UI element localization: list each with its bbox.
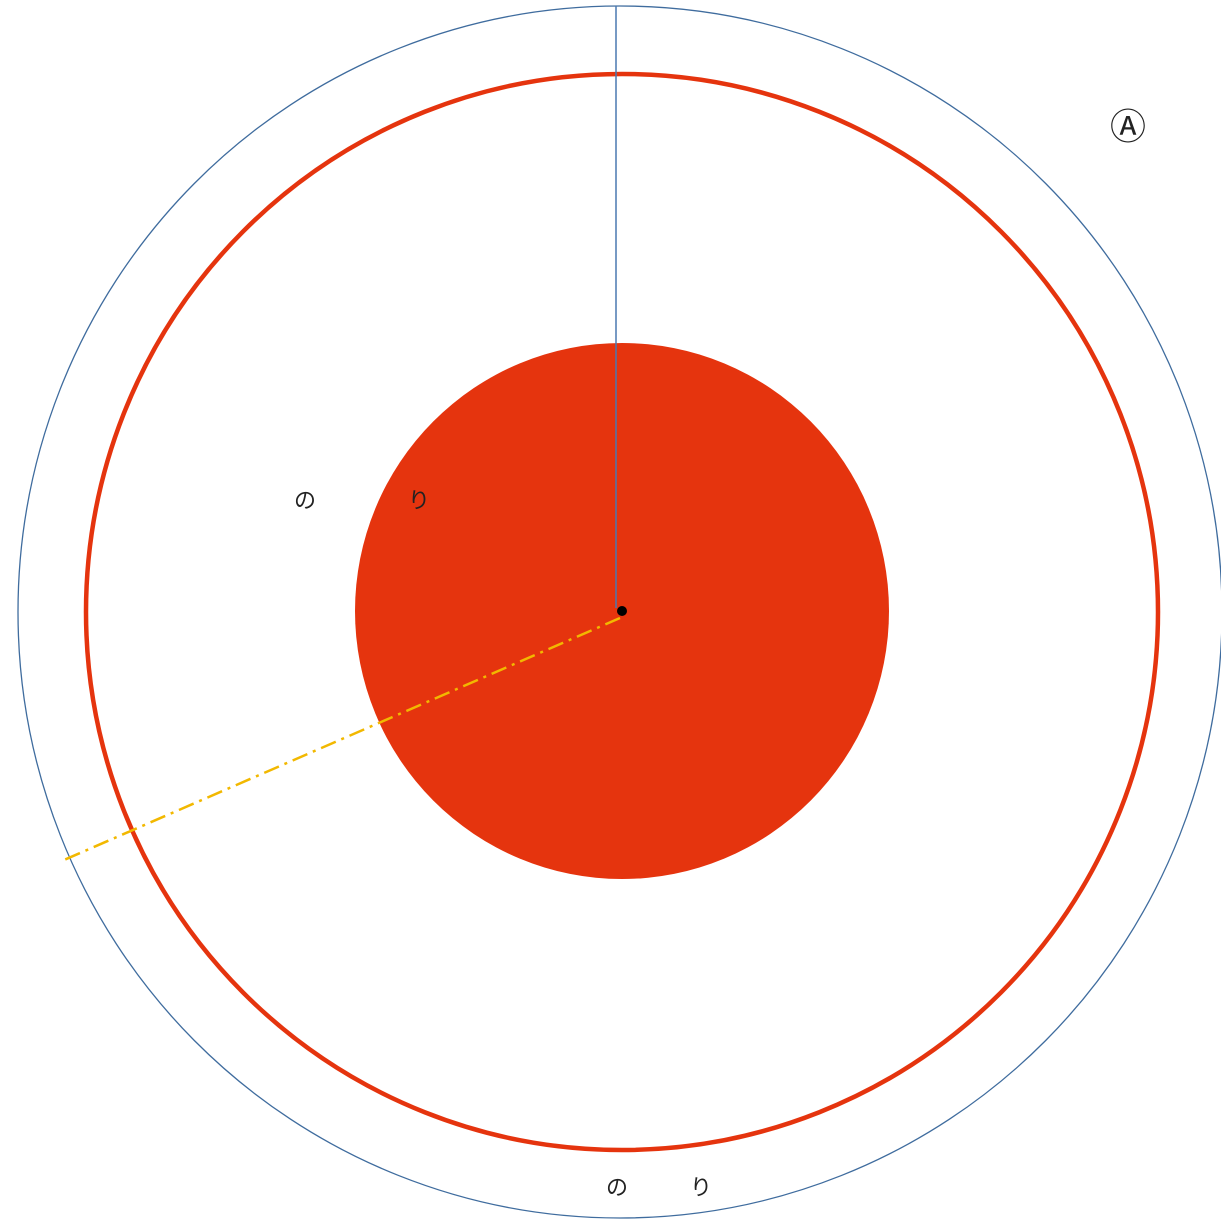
marker-a: Ⓐ	[1110, 107, 1146, 148]
glue-label-left-ri: り	[408, 489, 430, 514]
center-dot	[617, 606, 627, 616]
outer-circle	[17, 5, 1221, 1219]
glue-label-bottom-no: の	[606, 1176, 628, 1201]
red-ring	[83, 71, 1161, 1153]
glue-label-bottom-ri: り	[690, 1176, 712, 1201]
dash-dot-line	[63, 616, 621, 862]
glue-label-left-no: の	[294, 489, 316, 514]
